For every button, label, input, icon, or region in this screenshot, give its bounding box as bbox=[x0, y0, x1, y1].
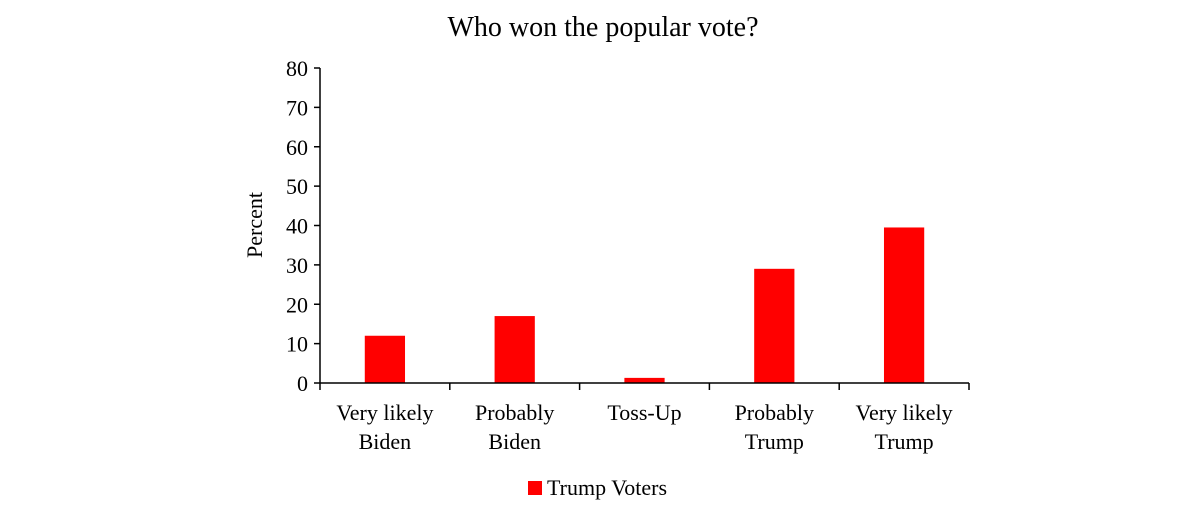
y-tick-label: 60 bbox=[286, 135, 308, 160]
legend: Trump Voters bbox=[528, 475, 667, 500]
bar bbox=[364, 335, 406, 383]
x-category-label: Very likely Trump bbox=[856, 400, 953, 454]
bar bbox=[624, 377, 665, 383]
x-category-label: Toss-Up bbox=[607, 400, 681, 425]
y-tick-label: 30 bbox=[286, 253, 308, 278]
bars bbox=[364, 227, 925, 383]
x-axis bbox=[319, 382, 970, 390]
x-category-label: Probably Trump bbox=[735, 400, 814, 454]
x-category-label: Very likely Biden bbox=[336, 400, 433, 454]
y-tick-label: 20 bbox=[286, 292, 308, 317]
y-tick-label: 40 bbox=[286, 214, 308, 239]
y-tick-label: 0 bbox=[297, 371, 308, 396]
y-tick-label: 50 bbox=[286, 174, 308, 199]
y-tick-label: 10 bbox=[286, 332, 308, 357]
chart-title: Who won the popular vote? bbox=[447, 12, 758, 43]
y-tick-label: 70 bbox=[286, 95, 308, 120]
bar bbox=[494, 316, 535, 383]
legend-label: Trump Voters bbox=[547, 475, 667, 500]
x-axis-labels: Very likely Biden Probably Biden Toss-Up Prob… bbox=[336, 400, 952, 454]
y-axis-title: Percent bbox=[242, 192, 267, 258]
bar bbox=[754, 268, 795, 383]
y-tick-label: 80 bbox=[286, 56, 308, 81]
legend-swatch bbox=[528, 481, 542, 495]
x-category-label: Probably Biden bbox=[475, 400, 554, 454]
y-axis-ticks: 0 10 20 30 40 50 60 70 80 bbox=[286, 56, 321, 396]
bar bbox=[883, 227, 925, 383]
